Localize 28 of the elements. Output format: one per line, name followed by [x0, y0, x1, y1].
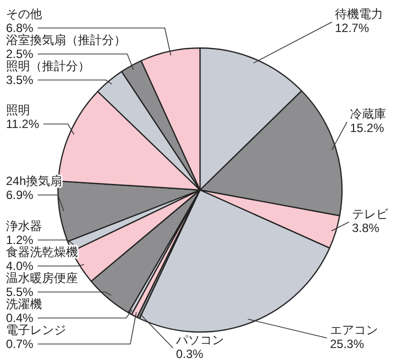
slice-label: 浄水器 — [6, 219, 42, 233]
data-label: 3.5% — [6, 73, 34, 87]
data-label: 15.2% — [350, 121, 384, 135]
slice-label: 照明（推計分） — [6, 59, 90, 73]
data-label: 3.8% — [352, 221, 380, 235]
slice-label: 冷蔵庫 — [350, 107, 386, 121]
slice-label: パソコン — [175, 333, 224, 347]
slice-label: 照明 — [6, 103, 30, 117]
slice-label: テレビ — [352, 207, 389, 221]
slice-label: 電子レンジ — [6, 323, 66, 337]
data-label: 1.2% — [6, 233, 34, 247]
data-label: 0.7% — [6, 337, 34, 351]
slice-label: 温水暖房便座 — [6, 271, 78, 285]
data-label: 0.4% — [6, 311, 34, 325]
slice-label: 洗濯機 — [6, 297, 42, 311]
data-label: 12.7% — [335, 21, 370, 35]
data-label: 4.0% — [6, 259, 34, 273]
data-label: 6.8% — [6, 21, 34, 35]
data-label: 5.5% — [6, 285, 34, 299]
data-label: 11.2% — [6, 117, 40, 131]
data-label: 25.3% — [330, 337, 364, 351]
slice-label: 浴室換気扇（推計分） — [6, 33, 126, 47]
data-label: 0.3% — [176, 347, 204, 361]
slice-label: エアコン — [330, 323, 378, 337]
data-label: 6.9% — [6, 188, 34, 202]
slice-label: その他 — [6, 7, 42, 21]
slice-label: 待機電力 — [335, 7, 383, 21]
data-label: 2.5% — [6, 47, 34, 61]
